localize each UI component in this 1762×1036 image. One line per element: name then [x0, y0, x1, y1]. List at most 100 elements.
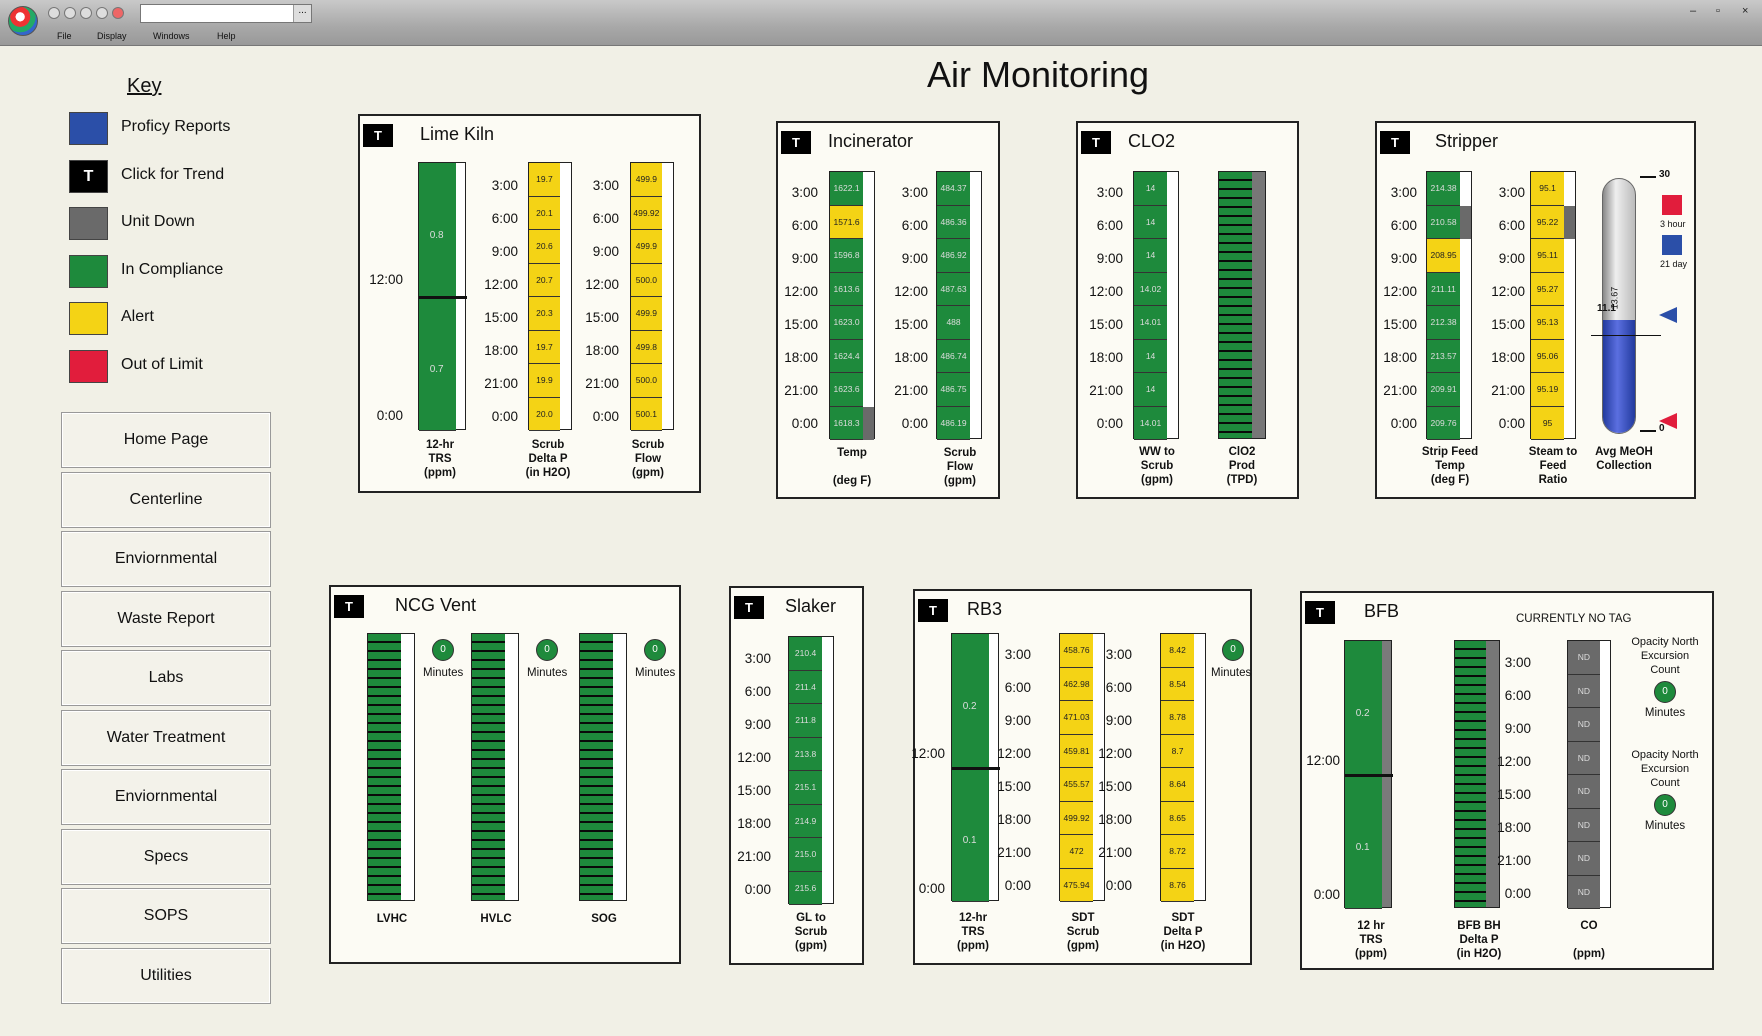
bar-segment: 14: [1134, 239, 1168, 273]
panel-bfb: T BFB CURRENTLY NO TAG 12:00 0:00 0.2 0.1 3:00 6…: [1300, 591, 1714, 970]
trend-button[interactable]: T: [781, 131, 811, 154]
menu-help[interactable]: Help: [217, 31, 236, 41]
bar-segment: 486.74: [937, 339, 971, 373]
display-selector[interactable]: ...: [140, 4, 312, 23]
pin-icon[interactable]: [96, 7, 108, 19]
minutes-indicator: 0: [432, 639, 454, 661]
limit-marker-icon: [1659, 413, 1677, 429]
key-label: Proficy Reports: [121, 118, 231, 135]
time-tick: 18:00: [585, 343, 619, 358]
time-tick: 18:00: [737, 816, 771, 831]
time-tick: 0:00: [376, 408, 403, 423]
scrub-flow-bar[interactable]: 499.9 499.92 499.9 500.0 499.9 499.8 500.0 500.…: [630, 162, 674, 431]
panel-title: BFB: [1364, 601, 1400, 621]
time-tick: 12:00: [484, 277, 518, 292]
nav-button-4[interactable]: Labs: [61, 650, 271, 706]
axis-label: 12 hr TRS (ppm): [1355, 920, 1387, 960]
lvhc-bar[interactable]: [367, 633, 415, 901]
menu-file[interactable]: File: [57, 31, 72, 41]
bar-segment: 14: [1134, 373, 1168, 407]
trend-button[interactable]: T: [1305, 601, 1335, 624]
bar-segment: 472: [1060, 835, 1094, 869]
bar-segment: 212.38: [1427, 306, 1461, 340]
time-tick: 0:00: [901, 416, 928, 431]
bar-segment: 215.1: [789, 771, 823, 805]
temp-bar[interactable]: 1622.1 1571.6 1596.8 1613.6 1623.0 1624.4 1623…: [829, 171, 875, 440]
trend-button[interactable]: T: [363, 124, 393, 147]
trs-value: 0.8: [429, 230, 444, 241]
stop-icon[interactable]: [112, 7, 124, 19]
nav-button-1[interactable]: Centerline: [61, 471, 271, 528]
bar-segment: 488: [937, 306, 971, 340]
bar-segment: 19.7: [529, 330, 560, 364]
bar-segment: 486.36: [937, 205, 971, 239]
minimize-button[interactable]: –: [1690, 5, 1697, 17]
sdt-delta-p-bar[interactable]: 8.42 8.54 8.78 8.7 8.64 8.65 8.72 8.76: [1160, 633, 1206, 902]
bar-fill: [472, 634, 505, 900]
bar-segment: ND: [1568, 741, 1600, 775]
back-icon[interactable]: [48, 7, 60, 19]
time-tick: 18:00: [1491, 350, 1525, 365]
trend-button[interactable]: T: [734, 596, 764, 619]
panel-title: Incinerator: [828, 131, 914, 151]
bar-segment: 459.81: [1060, 734, 1094, 768]
nav-button-6[interactable]: Enviornmental: [61, 769, 271, 825]
hvlc-bar[interactable]: [471, 633, 519, 901]
panel-ncg-vent: T NCG Vent 0 Minutes LVHC 0 Minutes HVLC 0 Minute…: [329, 585, 681, 964]
nav-button-9[interactable]: Utilities: [61, 947, 271, 1004]
sdt-scrub-bar[interactable]: 458.76 462.98 471.03 459.81 455.57 499.92 472 4…: [1059, 633, 1105, 902]
bar-segment: 213.57: [1427, 339, 1461, 373]
bar-segment: 213.8: [789, 737, 823, 771]
clo2-prod-bar[interactable]: [1218, 171, 1266, 439]
home-icon[interactable]: [80, 7, 92, 19]
gl-to-scrub-bar[interactable]: 210.4 211.4 211.8 213.8 215.1 214.9 215.0 215.6: [788, 636, 834, 905]
scrub-flow-bar[interactable]: 484.37 486.36 486.92 487.63 488 486.74 486.75 4…: [936, 171, 982, 440]
scrub-delta-p-bar[interactable]: 19.7 20.1 20.6 20.7 20.3 19.7 19.9 20.0: [528, 162, 572, 431]
nav-button-2[interactable]: Enviornmental: [61, 531, 271, 587]
time-tick: 21:00: [1089, 383, 1123, 398]
bar-segment: 14: [1134, 172, 1168, 206]
bar-segment: 208.95: [1427, 239, 1461, 273]
maximize-button[interactable]: ▫: [1716, 5, 1720, 17]
forward-icon[interactable]: [64, 7, 76, 19]
time-tick: 12:00: [911, 746, 945, 761]
steam-feed-ratio-bar[interactable]: 95.1 95.22 95.11 95.27 95.13 95.06 95.19 95: [1530, 171, 1576, 440]
bfb-bh-delta-p-bar[interactable]: [1454, 640, 1500, 908]
time-tick: 3:00: [1504, 655, 1531, 670]
time-tick: 6:00: [1096, 218, 1123, 233]
nav-button-5[interactable]: Water Treatment: [61, 709, 271, 766]
trs-bar[interactable]: 0.8 0.7: [418, 162, 467, 431]
gauge-top: 30: [1659, 169, 1671, 180]
app-logo-icon[interactable]: [8, 6, 38, 36]
combo-dropdown-button[interactable]: ...: [293, 5, 311, 22]
menu-display[interactable]: Display: [97, 31, 127, 41]
nav-button-8[interactable]: SOPS: [61, 888, 271, 944]
co-bar[interactable]: ND ND ND ND ND ND ND ND: [1567, 640, 1611, 909]
bar-segment: 487.63: [937, 272, 971, 306]
trs-bar[interactable]: 0.2 0.1: [1344, 640, 1393, 909]
close-button[interactable]: ×: [1742, 5, 1749, 17]
time-tick: 12:00: [784, 284, 818, 299]
strip-feed-temp-bar[interactable]: 214.38 210.58 208.95 211.11 212.38 213.57 209.…: [1426, 171, 1472, 440]
time-tick: 9:00: [1504, 721, 1531, 736]
trend-button[interactable]: T: [1380, 131, 1410, 154]
ww-to-scrub-bar[interactable]: 14 14 14 14.02 14.01 14 14 14.01: [1133, 171, 1179, 440]
key-label: Click for Trend: [121, 166, 225, 183]
time-tick: 0:00: [791, 416, 818, 431]
minutes-indicator: 0: [644, 639, 666, 661]
trend-button[interactable]: T: [1081, 131, 1111, 154]
sog-bar[interactable]: [579, 633, 627, 901]
legend-21day: 21 day: [1660, 259, 1688, 269]
nav-button-7[interactable]: Specs: [61, 828, 271, 885]
nav-button-3[interactable]: Waste Report: [61, 590, 271, 647]
trend-button[interactable]: T: [918, 599, 948, 622]
trs-bar[interactable]: 0.2 0.1: [951, 633, 1000, 902]
trend-button[interactable]: T: [334, 595, 364, 618]
nav-button-0[interactable]: Home Page: [61, 412, 271, 468]
bar-segment: 1618.3: [830, 406, 864, 440]
time-tick: 3:00: [491, 178, 518, 193]
meoh-gauge[interactable]: [1602, 178, 1636, 434]
time-tick: 12:00: [1491, 284, 1525, 299]
menu-windows[interactable]: Windows: [153, 31, 190, 41]
bar-segment: 19.9: [529, 364, 560, 398]
